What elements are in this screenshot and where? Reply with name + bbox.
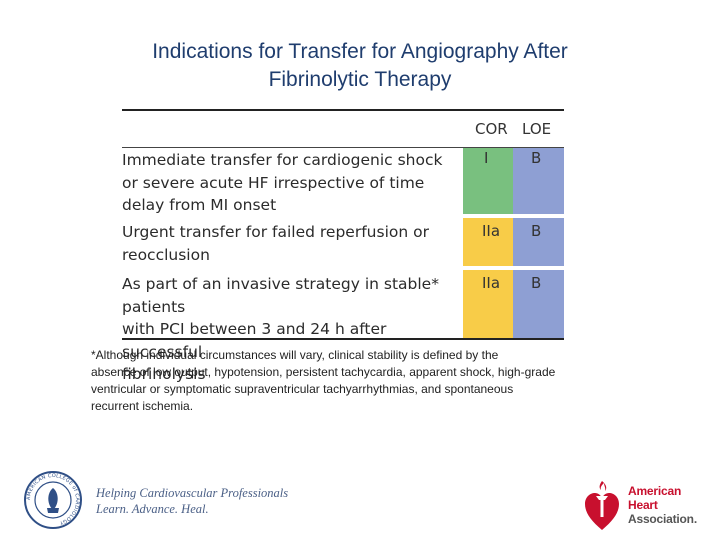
loe-cell-row-3: [513, 268, 564, 338]
footnote-line: *Although individual circumstances will …: [91, 348, 499, 362]
table-row-3-text: As part of an invasive strategy in stabl…: [122, 273, 462, 386]
loe-value-row-2: B: [531, 222, 542, 240]
title-line-2: Fibrinolytic Therapy: [268, 68, 452, 91]
aha-word-1: American: [628, 484, 682, 498]
cor-header: COR: [475, 120, 508, 138]
aha-word-3: Association.: [628, 512, 697, 526]
cor-cell-row-3: [463, 268, 513, 338]
acc-seal-logo: AMERICAN COLLEGE of CARDIOLOGY: [24, 471, 82, 529]
loe-header: LOE: [522, 120, 552, 138]
aha-heart-torch-logo: [585, 481, 619, 530]
row-separator: [463, 266, 564, 270]
row-separator: [463, 214, 564, 218]
row-text-line: or severe acute HF irrespective of time: [122, 173, 425, 192]
cor-value-row-1: I: [484, 149, 489, 167]
tagline-line-2: Learn. Advance. Heal.: [96, 502, 209, 516]
footnote-line: absence of low output, hypotension, pers…: [91, 365, 556, 379]
acc-tagline: Helping Cardiovascular Professionals Lea…: [96, 485, 288, 517]
cor-cell-row-1: [463, 148, 513, 216]
row-text-line: delay from MI onset: [122, 196, 277, 214]
cor-value-row-3: IIa: [482, 274, 501, 292]
table-row-1-text: Immediate transfer for cardiogenic shock…: [122, 149, 462, 217]
row-text-line: As part of an invasive strategy in stabl…: [122, 275, 439, 316]
aha-wordmark: American Heart Association.: [628, 484, 697, 526]
slide-title: Indications for Transfer for Angiography…: [60, 38, 660, 94]
footnote-line: recurrent ischemia.: [91, 399, 194, 413]
loe-cell-row-2: [513, 216, 564, 268]
row-text-line: Urgent transfer for failed reperfusion o…: [122, 223, 429, 241]
loe-value-row-1: B: [531, 149, 542, 167]
tagline-line-1: Helping Cardiovascular Professionals: [96, 486, 289, 500]
footnote: *Although individual circumstances will …: [91, 347, 651, 415]
row-text-line: fibrinolysis: [122, 365, 206, 383]
recommendation-table: COR LOE I B IIa B IIa B Immediate transf…: [122, 109, 564, 383]
table-header-rule: [122, 147, 564, 148]
row-text-line: with PCI between 3 and 24 h after succes…: [122, 320, 387, 361]
loe-value-row-3: B: [531, 274, 542, 292]
table-top-rule: [122, 109, 564, 111]
cor-cell-row-2: [463, 216, 513, 268]
footnote-line: ventricular or symptomatic supraventricu…: [91, 382, 514, 396]
cor-value-row-2: IIa: [482, 222, 501, 240]
row-text-line: reocclusion: [122, 245, 210, 264]
title-line-1: Indications for Transfer for Angiography…: [152, 40, 568, 63]
table-row-2-text: Urgent transfer for failed reperfusion o…: [122, 221, 462, 266]
table-bottom-rule: [122, 338, 564, 340]
row-text-line: Immediate transfer for cardiogenic shock: [122, 151, 443, 169]
aha-word-2: Heart: [628, 498, 658, 512]
loe-cell-row-1: [513, 148, 564, 216]
